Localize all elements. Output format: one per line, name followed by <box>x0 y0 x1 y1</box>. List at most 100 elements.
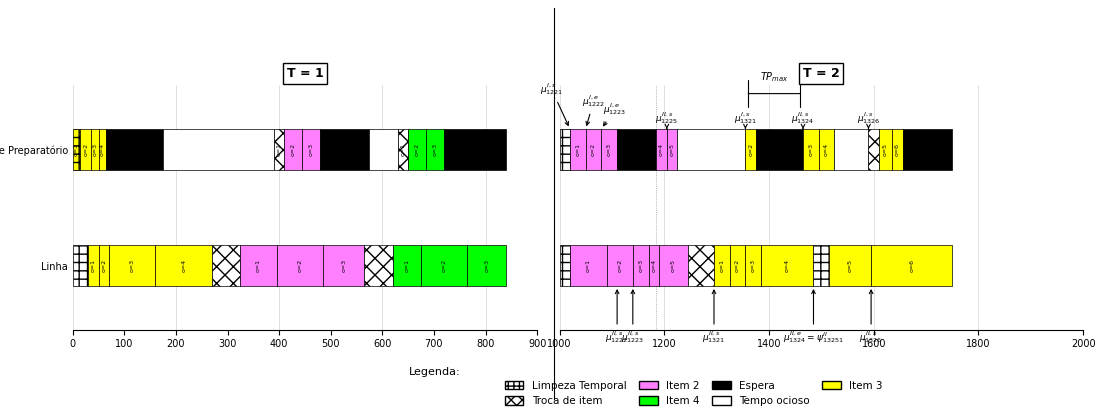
Text: $\mu^{I,s}_{1326}$: $\mu^{I,s}_{1326}$ <box>857 111 881 129</box>
Bar <box>677 129 745 170</box>
Bar <box>393 245 421 286</box>
Text: $\mu^{II,s}_{1326}$: $\mu^{II,s}_{1326}$ <box>859 290 883 345</box>
Bar <box>570 245 606 286</box>
Text: o=3: o=3 <box>751 259 755 272</box>
Bar <box>868 129 878 170</box>
Title: T = 2: T = 2 <box>803 67 839 80</box>
Text: o=2: o=2 <box>442 259 446 272</box>
Text: o=2: o=2 <box>83 143 88 156</box>
Bar <box>284 129 302 170</box>
Text: $\mu^{II,s}_{1321}$: $\mu^{II,s}_{1321}$ <box>703 290 726 345</box>
Bar <box>365 245 393 286</box>
Bar <box>98 245 109 286</box>
Bar <box>302 129 320 170</box>
Bar <box>667 129 677 170</box>
Bar <box>421 245 468 286</box>
Title: T = 1: T = 1 <box>286 67 323 80</box>
Bar <box>81 129 91 170</box>
Bar <box>426 129 444 170</box>
Bar <box>585 129 601 170</box>
Bar <box>323 245 365 286</box>
Text: o=1: o=1 <box>401 143 405 156</box>
Legend: Limpeza Temporal, Troca de item, Item 2, Item 4, Espera, Tempo ocioso, Item 3: Limpeza Temporal, Troca de item, Item 2,… <box>505 381 883 406</box>
Bar <box>892 129 903 170</box>
Bar <box>756 129 803 170</box>
Text: Legenda:: Legenda: <box>408 368 460 377</box>
Text: o=2: o=2 <box>735 259 740 272</box>
Text: o=1: o=1 <box>586 259 591 272</box>
Bar <box>878 129 892 170</box>
Bar <box>274 129 284 170</box>
Text: o=6: o=6 <box>895 143 900 156</box>
Bar <box>803 129 819 170</box>
Bar <box>835 129 868 170</box>
Text: o=4: o=4 <box>784 259 790 272</box>
Bar <box>633 245 649 286</box>
Text: o=1: o=1 <box>575 143 581 156</box>
Bar <box>241 245 276 286</box>
Bar <box>903 129 952 170</box>
Bar <box>398 129 408 170</box>
Text: o=2: o=2 <box>749 143 753 156</box>
Text: o=2: o=2 <box>591 143 596 156</box>
Text: o=5: o=5 <box>671 259 676 272</box>
Text: o=2: o=2 <box>618 259 622 272</box>
Text: $TP_{max}$: $TP_{max}$ <box>760 70 789 84</box>
Text: o=1: o=1 <box>256 259 261 272</box>
Bar <box>570 129 585 170</box>
Text: o=5: o=5 <box>669 143 675 156</box>
Text: o=4: o=4 <box>651 259 656 272</box>
Bar <box>213 245 241 286</box>
Bar <box>276 245 323 286</box>
Text: $\mu^{II,e}_{1324} = \psi^{II}_{13251}$: $\mu^{II,e}_{1324} = \psi^{II}_{13251}$ <box>783 290 844 345</box>
Bar <box>444 129 506 170</box>
Text: $\mu^{I,e}_{1222}$: $\mu^{I,e}_{1222}$ <box>582 93 605 125</box>
Bar <box>745 129 756 170</box>
Bar <box>688 245 714 286</box>
Bar <box>408 129 426 170</box>
Bar <box>657 129 667 170</box>
Text: o=4: o=4 <box>100 143 105 156</box>
Text: $\mu^{II,s}_{1223}$: $\mu^{II,s}_{1223}$ <box>621 290 645 345</box>
Text: o=1: o=1 <box>276 143 282 156</box>
Text: o=2: o=2 <box>101 259 106 272</box>
Text: $\mu^{I,s}_{1321}$: $\mu^{I,s}_{1321}$ <box>734 111 758 129</box>
Bar <box>98 129 106 170</box>
Text: o=3: o=3 <box>130 259 134 272</box>
Text: o=3: o=3 <box>309 143 313 156</box>
Text: o=5: o=5 <box>883 143 888 156</box>
Text: o=4: o=4 <box>659 143 664 156</box>
Bar <box>91 129 98 170</box>
Bar <box>649 245 659 286</box>
Bar <box>73 129 81 170</box>
Text: o=2: o=2 <box>415 143 420 156</box>
Bar <box>814 245 829 286</box>
Bar <box>560 245 570 286</box>
Text: o=1: o=1 <box>91 259 96 272</box>
Text: o=1: o=1 <box>74 143 79 156</box>
Bar <box>761 245 814 286</box>
Bar <box>714 245 730 286</box>
Bar <box>659 245 688 286</box>
Text: o=1: o=1 <box>404 259 410 272</box>
Text: o=6: o=6 <box>909 259 914 272</box>
Text: $\mu^{II,s}_{1324}$: $\mu^{II,s}_{1324}$ <box>791 111 815 129</box>
Bar <box>156 245 213 286</box>
Text: o=3: o=3 <box>638 259 643 272</box>
Bar <box>606 245 633 286</box>
Text: o=2: o=2 <box>298 259 302 272</box>
Text: $\mu^{I,e}_{1223}$: $\mu^{I,e}_{1223}$ <box>603 101 627 126</box>
Bar <box>163 129 274 170</box>
Text: $\mu^{II,s}_{1222}$: $\mu^{II,s}_{1222}$ <box>605 290 629 345</box>
Bar <box>617 129 657 170</box>
Bar <box>871 245 952 286</box>
Bar <box>730 245 745 286</box>
Text: o=4: o=4 <box>181 259 186 272</box>
Bar <box>88 245 98 286</box>
Bar <box>109 245 156 286</box>
Text: o=5: o=5 <box>848 259 853 272</box>
Bar <box>468 245 506 286</box>
Bar <box>560 129 570 170</box>
Text: o=4: o=4 <box>824 143 829 156</box>
Bar <box>601 129 617 170</box>
